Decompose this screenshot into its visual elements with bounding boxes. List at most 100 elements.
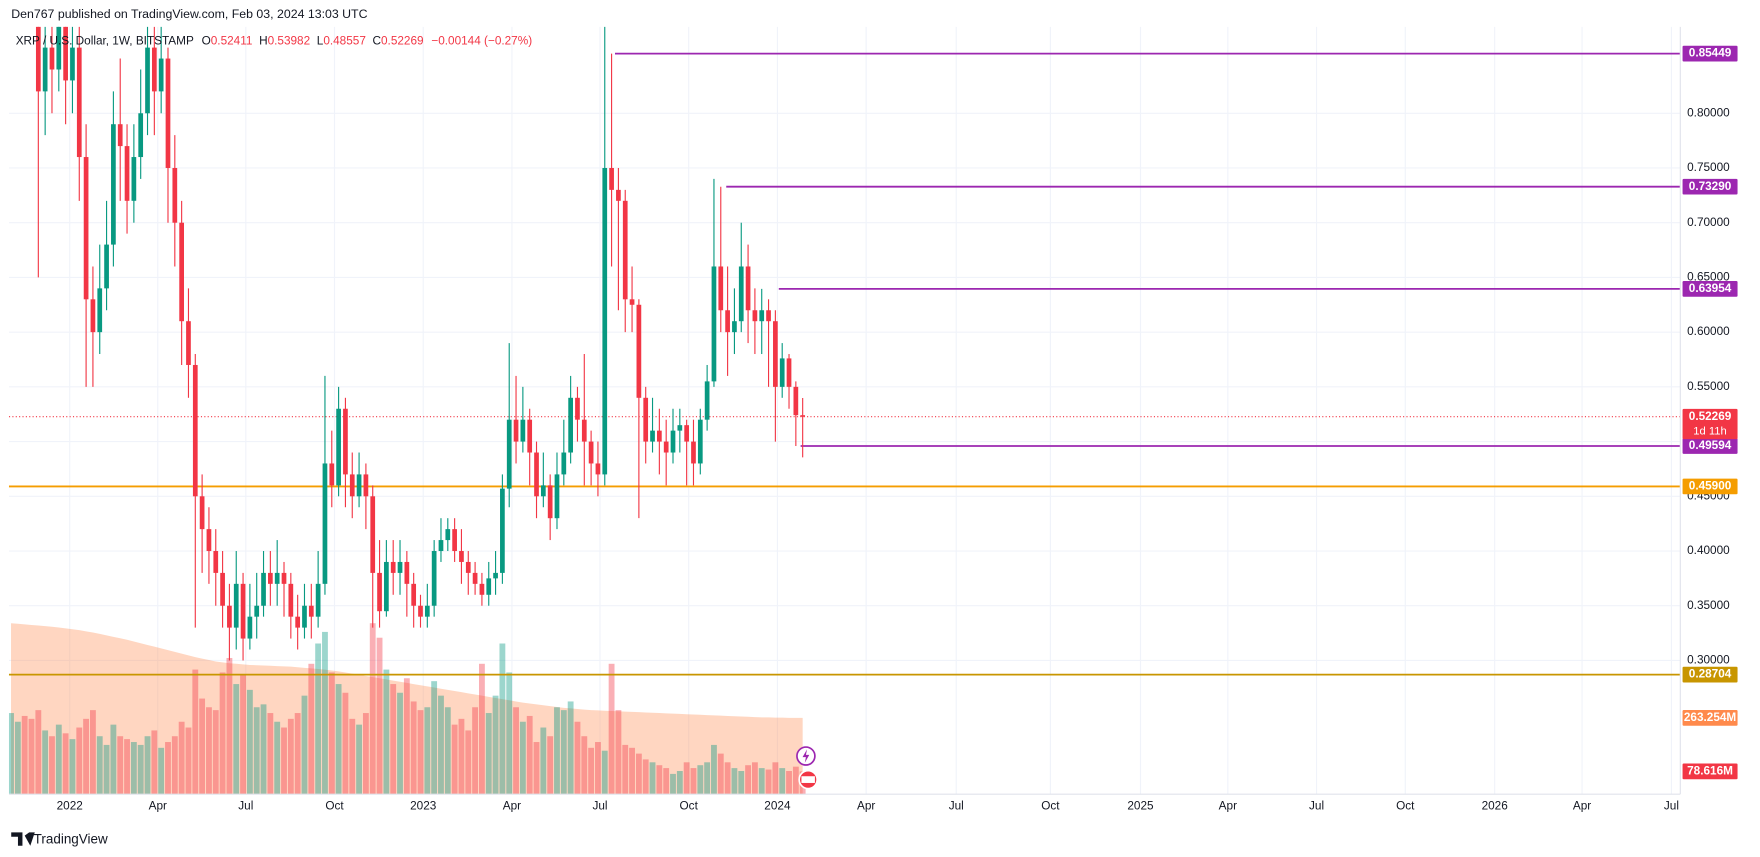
candle-body: [459, 551, 464, 562]
label-layer: 0.85449 0.73290 0.63954 0.49594 0.45900 0.287…: [1682, 45, 1738, 780]
level-label-box: [1682, 281, 1738, 297]
candle-body: [691, 441, 696, 464]
volume-bar: [711, 744, 717, 795]
x-tick-label: Oct: [325, 800, 344, 813]
x-tick-label: Apr: [149, 800, 167, 813]
volume-bar: [342, 692, 349, 795]
candle-body: [547, 485, 553, 519]
volume-ma-area: [11, 623, 803, 795]
volume-bar: [533, 742, 540, 795]
candle-body: [111, 124, 116, 245]
volume-bar: [410, 701, 417, 795]
volume-bar: [649, 762, 656, 795]
candle-body: [500, 488, 505, 573]
volume-bar: [124, 739, 130, 795]
legend-key: O: [202, 35, 211, 48]
candle-body: [138, 113, 144, 158]
volume-bar: [301, 695, 308, 795]
x-tick-label: Jul: [1664, 800, 1679, 813]
level-label: 0.49594: [1689, 439, 1732, 452]
candle-body: [35, 26, 41, 92]
candle-body: [800, 415, 806, 417]
x-tick-label: Oct: [680, 800, 699, 813]
candle-body: [534, 452, 539, 497]
candle-body: [575, 397, 580, 420]
candle-body: [247, 616, 253, 639]
candle-body: [561, 452, 567, 475]
candle-body: [452, 529, 457, 552]
candle-body: [124, 146, 130, 201]
candle-body: [643, 397, 649, 442]
footer-text: TradingView: [34, 832, 108, 847]
candle-body: [718, 266, 724, 311]
y-tick-label: 0.65000: [1687, 271, 1730, 284]
volume-bar: [506, 672, 513, 795]
level-label-box: [1682, 45, 1738, 62]
legend-change: −0.00144 (−0.27%): [431, 35, 532, 48]
x-tick-label: Jul: [1309, 800, 1324, 813]
candle-body: [725, 310, 730, 333]
x-tick-label: Oct: [1041, 800, 1060, 813]
volume-bar: [417, 710, 424, 795]
volume-bar: [615, 710, 622, 795]
lightning-glyph: [802, 749, 810, 763]
candle-body: [83, 157, 89, 300]
footer-logo: TradingView: [11, 832, 108, 847]
candle-body: [356, 474, 362, 497]
candle-body: [786, 358, 792, 387]
candle-body: [336, 408, 341, 486]
volume-bar: [260, 704, 267, 795]
candle-body: [261, 572, 266, 606]
volume-bar: [499, 643, 506, 795]
volume-bar: [192, 669, 199, 795]
volume-bar: [431, 681, 438, 795]
volume-bar: [76, 727, 83, 795]
x-tick-label: 2024: [764, 800, 791, 813]
candle-body: [779, 358, 785, 387]
volume-bar: [42, 730, 49, 795]
legend-value: 0.52411: [211, 35, 253, 48]
candle-body: [766, 310, 771, 322]
legend-symbol: XRP / U.S. Dollar, 1W, BITSTAMP: [16, 35, 194, 48]
candle-body: [650, 430, 655, 442]
volume-bar: [690, 768, 697, 795]
legend-value: 0.53982: [268, 35, 311, 48]
volume-bar: [540, 727, 547, 795]
volume-bar: [745, 765, 751, 795]
logo-mark: [11, 832, 35, 846]
x-tick-label: Jul: [592, 800, 607, 813]
volume-bar: [90, 710, 96, 795]
candle-body: [622, 200, 628, 300]
candle-body: [445, 529, 451, 541]
candle-body: [670, 430, 676, 453]
volume-bar: [731, 768, 738, 795]
candle-body: [486, 578, 492, 595]
x-tick-label: Oct: [1396, 800, 1415, 813]
candle-body: [438, 540, 444, 552]
legend-value: 0.52269: [381, 35, 424, 48]
volume-bar: [547, 736, 554, 795]
volume-bar: [206, 707, 212, 795]
candle-body: [397, 561, 403, 573]
candle-body: [711, 266, 717, 382]
volume-bar: [635, 753, 642, 795]
level-label: 0.85449: [1689, 47, 1732, 60]
volume-bar: [642, 759, 649, 795]
candle-body: [131, 157, 137, 201]
volume-bar: [233, 684, 240, 795]
level-label-box: [1682, 438, 1738, 454]
volume-bar: [485, 713, 492, 795]
candle-body: [199, 496, 205, 530]
candle-body: [390, 561, 396, 573]
candle-body: [479, 583, 485, 595]
volume-bar: [287, 718, 294, 795]
candle-body: [240, 583, 246, 639]
volume-bar: [28, 718, 35, 795]
volume-bar: [451, 724, 458, 795]
volume-bar: [103, 744, 110, 795]
candle-body: [56, 26, 62, 70]
volume-bar: [226, 657, 233, 795]
candle-body: [274, 572, 280, 584]
volume-bar: [656, 765, 663, 795]
